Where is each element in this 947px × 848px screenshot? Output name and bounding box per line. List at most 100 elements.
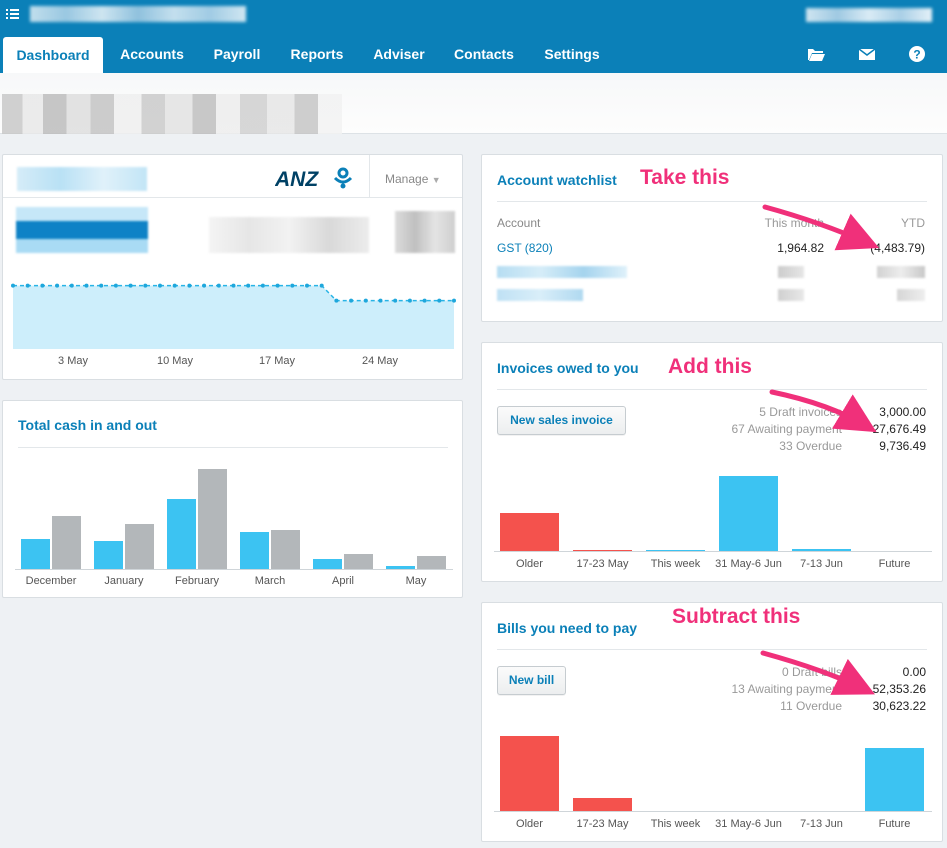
balance-point[interactable] — [113, 283, 118, 288]
organisation-name-redacted[interactable] — [30, 6, 246, 22]
x-tick-label: February — [174, 575, 220, 587]
cash-in-bar[interactable] — [386, 566, 415, 569]
x-tick-label: March — [254, 575, 286, 587]
mail-icon[interactable] — [857, 44, 877, 64]
cash-out-bar[interactable] — [52, 516, 81, 569]
folder-icon[interactable] — [806, 44, 826, 64]
balance-point[interactable] — [69, 283, 74, 288]
balance-point[interactable] — [422, 298, 427, 303]
cash-out-bar[interactable] — [198, 469, 227, 569]
watchlist-account-redacted[interactable] — [497, 289, 583, 301]
cash-out-bar[interactable] — [417, 556, 446, 569]
divider — [497, 649, 927, 650]
balance-point[interactable] — [319, 283, 324, 288]
watchlist-account-link[interactable]: GST (820) — [497, 241, 553, 255]
summary-label[interactable]: 11 Overdue — [780, 699, 842, 713]
tab-settings[interactable]: Settings — [544, 46, 600, 62]
panel-title: Bills you need to pay — [497, 620, 638, 636]
cash-in-bar[interactable] — [94, 541, 123, 569]
manage-dropdown[interactable]: Manage ▼ — [385, 172, 441, 186]
aged-bar[interactable] — [500, 513, 559, 551]
divider — [497, 389, 927, 390]
tab-accounts[interactable]: Accounts — [120, 46, 184, 62]
balance-point[interactable] — [40, 283, 45, 288]
column-header-this-month: This month — [764, 216, 824, 230]
user-name-redacted[interactable] — [806, 8, 932, 22]
tab-payroll[interactable]: Payroll — [213, 46, 261, 62]
balance-point[interactable] — [128, 283, 133, 288]
aged-bar[interactable] — [719, 476, 778, 551]
cash-in-bar[interactable] — [21, 539, 50, 569]
balance-point[interactable] — [363, 298, 368, 303]
tab-adviser[interactable]: Adviser — [373, 46, 425, 62]
svg-text:?: ? — [913, 48, 920, 62]
main-nav: Dashboard Accounts Payroll Reports Advis… — [0, 36, 947, 73]
x-tick-label: 3 May — [58, 355, 88, 367]
tab-contacts[interactable]: Contacts — [454, 46, 514, 62]
balance-point[interactable] — [305, 283, 309, 288]
account-watchlist-panel: Account watchlist Account This month YTD… — [481, 154, 943, 322]
tab-reports[interactable]: Reports — [290, 46, 344, 62]
balance-point[interactable] — [55, 283, 60, 288]
divider — [369, 155, 370, 197]
summary-value: 0.00 — [902, 665, 926, 679]
balance-point[interactable] — [349, 298, 354, 303]
aged-bar[interactable] — [573, 798, 632, 811]
new-sales-invoice-button[interactable]: New sales invoice — [497, 406, 626, 435]
x-tick-label: Future — [878, 558, 911, 570]
balance-point[interactable] — [275, 283, 280, 288]
redacted-value — [897, 289, 925, 301]
balance-point[interactable] — [246, 283, 251, 288]
aged-bar[interactable] — [792, 549, 851, 551]
balance-point[interactable] — [187, 283, 192, 288]
balance-point[interactable] — [172, 283, 177, 288]
invoices-bar-chart: Older 17-23 May This week 31 May-6 Jun 7-13 … — [482, 343, 942, 581]
bank-account-name-redacted[interactable] — [17, 167, 147, 191]
balance-point[interactable] — [334, 298, 339, 303]
aged-bar[interactable] — [573, 550, 632, 551]
cash-out-bar[interactable] — [125, 524, 154, 569]
top-bar — [0, 0, 947, 36]
cash-in-bar[interactable] — [167, 499, 196, 569]
aged-bar[interactable] — [500, 736, 559, 811]
summary-value: 3,000.00 — [879, 405, 926, 419]
help-icon[interactable]: ? — [907, 44, 927, 64]
new-bill-button[interactable]: New bill — [497, 666, 566, 695]
cash-out-bar[interactable] — [344, 554, 373, 569]
cash-out-bar[interactable] — [271, 530, 300, 569]
list-icon[interactable] — [6, 7, 20, 21]
x-tick-label: 10 May — [156, 355, 194, 367]
balance-point[interactable] — [99, 283, 104, 288]
x-tick-label: 31 May-6 Jun — [715, 818, 782, 830]
balance-point[interactable] — [378, 298, 383, 303]
balance-point[interactable] — [84, 283, 89, 288]
balance-point[interactable] — [452, 298, 456, 303]
divider — [497, 201, 927, 202]
annotation-add-this: Add this — [668, 355, 752, 378]
balance-point[interactable] — [143, 283, 148, 288]
balance-point[interactable] — [407, 298, 412, 303]
aged-bar[interactable] — [646, 550, 705, 551]
reconcile-redacted[interactable] — [395, 211, 455, 253]
balance-point[interactable] — [290, 283, 295, 288]
balance-point[interactable] — [260, 283, 265, 288]
balance-point[interactable] — [216, 283, 221, 288]
balance-point[interactable] — [11, 283, 15, 288]
page-title-redacted — [2, 94, 342, 134]
cash-in-bar[interactable] — [240, 532, 269, 569]
balance-point[interactable] — [202, 283, 207, 288]
aged-bar[interactable] — [865, 748, 924, 811]
watchlist-account-redacted[interactable] — [497, 266, 627, 278]
balance-point[interactable] — [437, 298, 442, 303]
balance-point[interactable] — [25, 283, 30, 288]
annotation-take-this: Take this — [640, 166, 730, 189]
balance-point[interactable] — [158, 283, 162, 288]
balance-point[interactable] — [231, 283, 236, 288]
cash-in-bar[interactable] — [313, 559, 342, 569]
watchlist-month-value: 1,964.82 — [777, 241, 824, 255]
summary-value: 52,353.26 — [872, 682, 926, 696]
tab-dashboard[interactable]: Dashboard — [3, 37, 103, 73]
chart-baseline — [494, 551, 932, 552]
summary-label[interactable]: 33 Overdue — [779, 439, 842, 453]
balance-point[interactable] — [393, 298, 398, 303]
